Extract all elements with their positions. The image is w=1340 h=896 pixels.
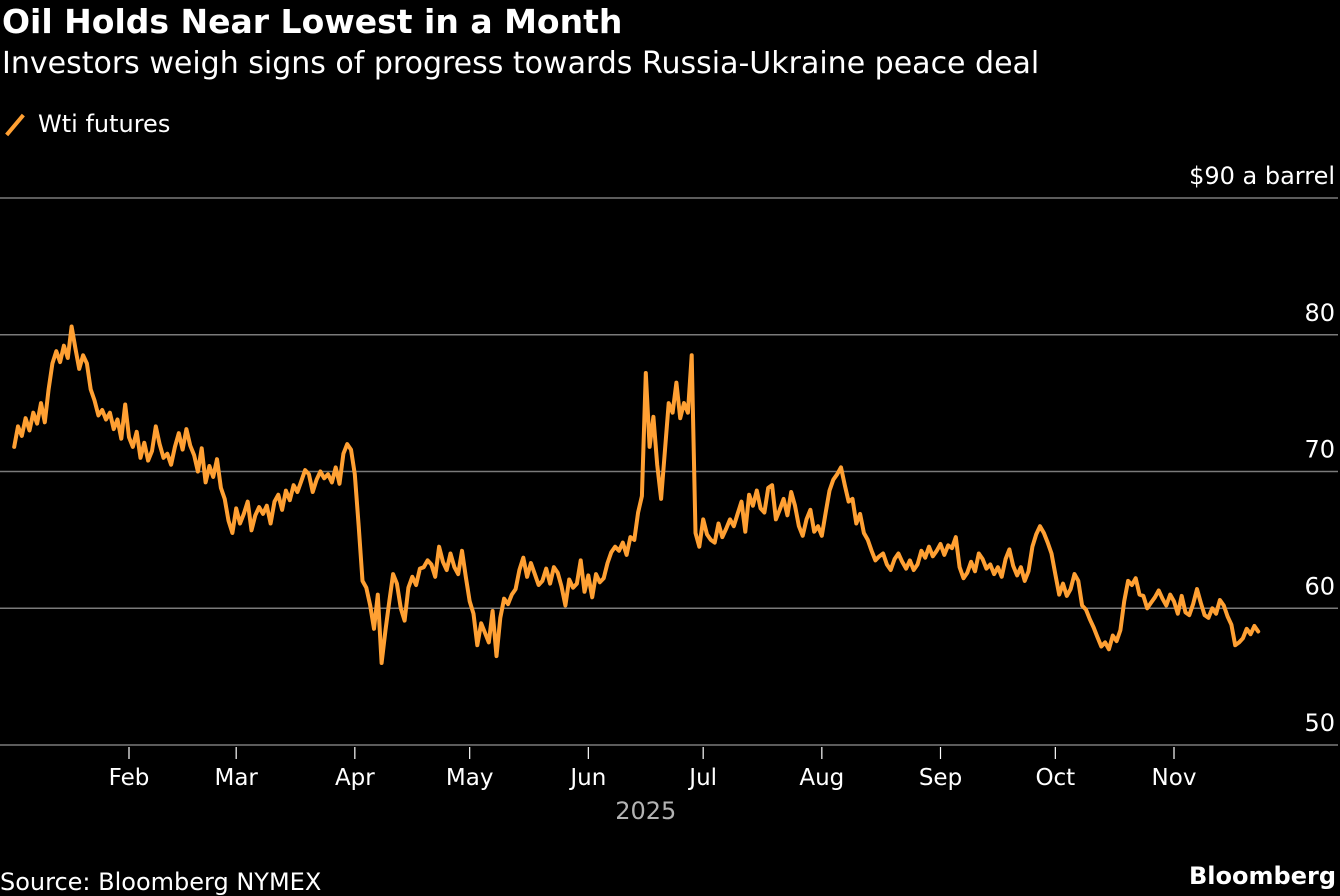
- chart-title: Oil Holds Near Lowest in a Month: [2, 2, 623, 41]
- y-axis-labels: 50 60 70 80 $90 a barrel: [1189, 162, 1335, 737]
- y-tick-label: 60: [1304, 572, 1335, 600]
- x-tick-label: Sep: [919, 765, 962, 791]
- x-tick-label: Aug: [799, 765, 844, 791]
- legend-label: Wti futures: [38, 110, 171, 138]
- x-tick-label: May: [446, 765, 494, 791]
- y-tick-label: $90 a barrel: [1189, 162, 1335, 190]
- x-axis: Feb Mar Apr May Jun Jul Aug Sep Oct Nov: [109, 747, 1197, 791]
- x-tick-label: Jun: [568, 765, 606, 791]
- source-note: Source: Bloomberg NYMEX: [0, 868, 322, 896]
- x-tick-label: Jul: [687, 765, 717, 791]
- year-label: 2025: [615, 797, 676, 825]
- chart-subtitle: Investors weigh signs of progress toward…: [2, 46, 1040, 81]
- gridlines: [0, 197, 1338, 746]
- legend: Wti futures: [4, 110, 170, 138]
- bloomberg-logo: Bloomberg: [1189, 862, 1336, 890]
- y-tick-label: 70: [1304, 436, 1335, 464]
- y-tick-label: 50: [1304, 709, 1335, 737]
- x-tick-label: Oct: [1035, 765, 1075, 791]
- x-tick-label: Feb: [109, 765, 150, 791]
- x-tick-label: Nov: [1152, 765, 1197, 791]
- x-tick-label: Apr: [335, 765, 375, 791]
- series-line-wti-futures: [12, 324, 1261, 665]
- series-group: [12, 324, 1261, 665]
- y-tick-label: 80: [1304, 299, 1335, 327]
- x-tick-label: Mar: [214, 765, 258, 791]
